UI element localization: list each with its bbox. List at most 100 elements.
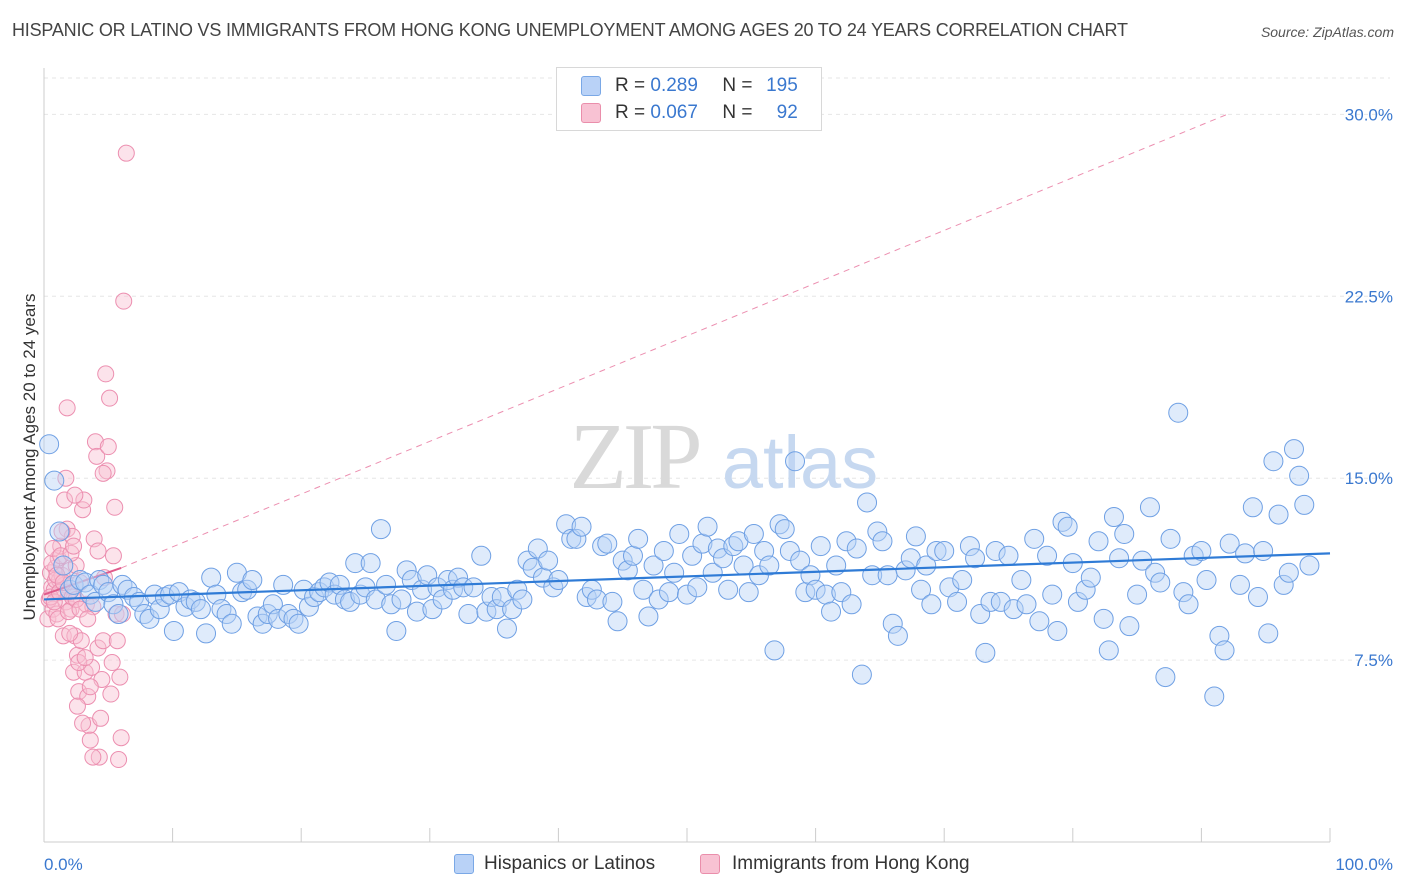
data-point-hispanic: [298, 596, 319, 617]
tick-labels: 7.5% 15.0% 22.5% 30.0% 0.0% 100.0%: [44, 105, 1393, 874]
data-point-hongkong: [88, 447, 106, 465]
data-point-hispanic: [998, 545, 1019, 566]
legend-r-value: 0.067: [650, 102, 698, 123]
data-point-hispanic: [867, 521, 888, 542]
data-point-hispanic: [1037, 545, 1058, 566]
data-point-hispanic: [975, 642, 996, 663]
data-point-hispanic: [622, 545, 643, 566]
data-point-hispanic: [658, 582, 679, 603]
data-point-hispanic: [448, 567, 469, 588]
data-point-hispanic: [345, 553, 366, 574]
data-point-hispanic: [653, 540, 674, 561]
data-point-hispanic: [1273, 574, 1294, 595]
y-axis-label: Unemployment Among Ages 20 to 24 years: [20, 293, 39, 621]
data-point-hispanic: [1080, 567, 1101, 588]
data-point-hispanic: [242, 570, 263, 591]
data-point-hispanic: [1229, 574, 1250, 595]
data-point-hispanic: [965, 548, 986, 569]
bottom-legend-hispanics[interactable]: Hispanics or Latinos: [454, 852, 655, 876]
data-point-hispanic: [805, 579, 826, 600]
data-point-hongkong: [101, 389, 119, 407]
data-point-hispanic: [1294, 494, 1315, 515]
data-point-hongkong: [58, 399, 76, 417]
data-point-hispanic: [1196, 570, 1217, 591]
data-point-hispanic: [841, 594, 862, 615]
data-point-hispanic: [334, 589, 355, 610]
data-point-hispanic: [365, 589, 386, 610]
data-point-hispanic: [1155, 667, 1176, 688]
legend-swatch-blue: [454, 854, 474, 874]
data-point-hispanic: [669, 523, 690, 544]
data-point-hongkong: [110, 751, 128, 769]
data-point-hispanic: [391, 589, 412, 610]
legend-row-hongkong: R = 0.067 N = 92: [581, 101, 798, 125]
legend-r-label: R =: [615, 102, 646, 123]
data-point-hispanic: [1289, 465, 1310, 486]
data-point-hispanic: [103, 594, 124, 615]
data-point-hispanic: [707, 538, 728, 559]
data-point-hispanic: [947, 591, 968, 612]
data-point-hispanic: [759, 555, 780, 576]
series-immigrants-hong-kong: [39, 144, 135, 769]
data-point-hispanic: [406, 601, 427, 622]
data-point-hongkong: [62, 600, 80, 618]
data-point-hispanic: [163, 620, 184, 641]
data-point-hispanic: [386, 620, 407, 641]
data-point-hongkong: [107, 605, 125, 623]
data-point-hispanic: [1263, 451, 1284, 472]
bottom-legend-hongkong[interactable]: Immigrants from Hong Kong: [700, 852, 970, 876]
data-point-hongkong: [61, 624, 79, 642]
legend-n-label: N =: [722, 75, 753, 96]
data-point-hispanic: [268, 608, 289, 629]
data-point-hispanic: [507, 579, 528, 600]
data-point-hispanic: [1011, 570, 1032, 591]
data-point-hispanic: [648, 589, 669, 610]
data-point-hongkong: [111, 668, 129, 686]
data-point-hispanic: [1299, 555, 1320, 576]
data-point-hispanic: [985, 540, 1006, 561]
data-point-hispanic: [643, 555, 664, 576]
data-point-hispanic: [1088, 531, 1109, 552]
legend-swatch-pink: [581, 103, 601, 123]
chart-title: HISPANIC OR LATINO VS IMMIGRANTS FROM HO…: [12, 20, 1128, 40]
data-point-hispanic: [887, 625, 908, 646]
data-point-hispanic: [633, 579, 654, 600]
data-point-hispanic: [571, 516, 592, 537]
data-point-hispanic: [1075, 579, 1096, 600]
data-point-hongkong: [94, 464, 112, 482]
data-point-hongkong: [65, 537, 83, 555]
data-point-hongkong: [115, 292, 133, 310]
data-point-hongkong: [84, 748, 102, 766]
data-point-hongkong: [112, 729, 130, 747]
data-point-hongkong: [75, 491, 93, 509]
data-point-hispanic: [1103, 506, 1124, 527]
data-point-hispanic: [872, 531, 893, 552]
data-point-hispanic: [926, 540, 947, 561]
data-point-hispanic: [743, 523, 764, 544]
data-point-hispanic: [566, 528, 587, 549]
data-point-hispanic: [921, 594, 942, 615]
data-point-hispanic: [427, 577, 448, 598]
data-point-hispanic: [396, 560, 417, 581]
data-point-hispanic: [216, 604, 237, 625]
data-point-hongkong: [104, 547, 122, 565]
correlation-legend: R = 0.289 N = 195 R = 0.067 N = 92: [556, 67, 822, 131]
data-point-hispanic: [512, 589, 533, 610]
data-point-hispanic: [538, 550, 559, 571]
data-point-hispanic: [785, 451, 806, 472]
data-point-hispanic: [1029, 611, 1050, 632]
bottom-legend-label: Immigrants from Hong Kong: [732, 853, 970, 874]
data-point-hispanic: [846, 538, 867, 559]
data-point-hispanic: [790, 550, 811, 571]
data-point-hispanic: [360, 553, 381, 574]
data-point-hispanic: [687, 577, 708, 598]
data-point-hispanic: [882, 613, 903, 634]
data-point-hispanic: [1109, 548, 1130, 569]
data-point-hispanic: [857, 492, 878, 513]
data-point-hongkong: [66, 486, 84, 504]
data-point-hispanic: [1114, 523, 1135, 544]
data-point-hispanic: [664, 562, 685, 583]
data-point-hongkong: [54, 627, 72, 645]
data-point-hispanic: [458, 604, 479, 625]
data-point-hispanic: [1160, 528, 1181, 549]
